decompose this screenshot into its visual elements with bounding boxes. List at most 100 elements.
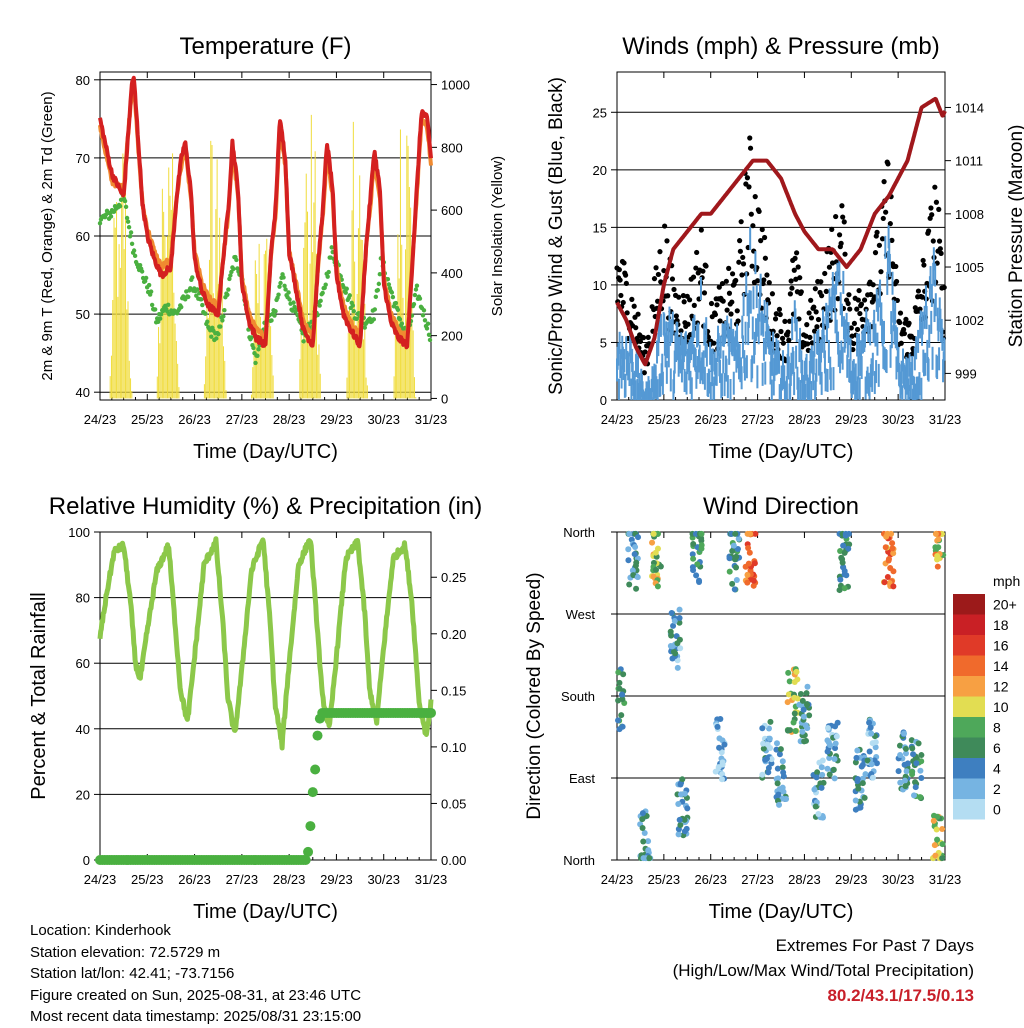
y-tick-label: 20 (593, 163, 607, 178)
dewpoint-point (397, 317, 403, 322)
direction-point (837, 548, 844, 555)
direction-point (818, 784, 825, 791)
direction-point (635, 534, 642, 541)
extremes-box: Extremes For Past 7 Days (High/Low/Max W… (673, 933, 974, 1008)
direction-point (934, 552, 941, 559)
x-axis-label: Time (Day/UTC) (193, 901, 338, 923)
chart-title: Relative Humidity (%) & Precipitation (i… (49, 493, 482, 520)
direction-point (819, 771, 826, 778)
dewpoint-point (411, 301, 417, 307)
winds-pressure-panel: 24/23 25/23 26/23 27/23 28/23 29/23 30/23 31/23… (546, 33, 1024, 463)
dewpoint-point (255, 353, 260, 358)
y-tick-label: 0 (83, 853, 90, 868)
dewpoint-point (225, 292, 230, 297)
gust-point (676, 294, 682, 300)
direction-point (909, 745, 916, 752)
direction-point (895, 768, 902, 775)
direction-point (854, 747, 861, 754)
precip-point (305, 821, 316, 832)
direction-point (804, 701, 811, 708)
direction-point (836, 587, 843, 594)
gust-point (769, 291, 776, 297)
direction-point (729, 580, 736, 587)
dewpoint-point (283, 287, 288, 292)
y-right-tick-label: 1000 (441, 78, 470, 93)
x-tick-label: 31/23 (415, 412, 448, 427)
dewpoint-point (220, 318, 225, 323)
dewpoint-point (221, 314, 226, 319)
direction-point (859, 775, 866, 782)
direction-point (619, 696, 626, 703)
gust-point (629, 296, 635, 302)
gust-point (926, 228, 932, 234)
x-tick-label: 28/23 (273, 872, 306, 887)
gust-point (664, 238, 670, 244)
gust-point (878, 269, 884, 275)
legend-swatch (953, 717, 985, 738)
y-tick-label: 20 (76, 787, 90, 802)
x-tick-label: 30/23 (882, 412, 915, 427)
direction-point (744, 571, 751, 578)
gust-point (792, 255, 798, 261)
direction-point (841, 549, 848, 556)
direction-point (912, 779, 919, 786)
direction-point (882, 544, 889, 551)
direction-point (639, 810, 646, 817)
dewpoint-point (195, 287, 200, 292)
direction-point (735, 535, 742, 542)
dewpoint-point (424, 326, 430, 331)
direction-point (932, 530, 939, 537)
dewpoint-point (143, 275, 149, 281)
gust-point (842, 251, 848, 257)
y-axis-label: Sonic/Prop Wind & Gust (Blue, Black) (546, 77, 567, 395)
precip-point (307, 787, 318, 798)
y-axis-label: 2m & 9m T (Red, Orange) & 2m Td (Green) (39, 91, 56, 380)
y-axis-label: Station Pressure (Maroon) (1006, 125, 1024, 348)
legend-swatch (953, 614, 985, 635)
direction-point (676, 614, 683, 621)
gust-point (903, 316, 909, 322)
dewpoint-point (343, 290, 348, 295)
direction-point (932, 852, 939, 859)
direction-point (752, 530, 759, 537)
direction-point (760, 745, 767, 752)
direction-point (902, 783, 909, 790)
gust-point (901, 330, 907, 337)
dewpoint-point (376, 281, 382, 287)
gust-point (823, 288, 829, 295)
gust-point (851, 320, 858, 327)
direction-point (677, 645, 684, 652)
gust-point (622, 272, 629, 278)
direction-point (918, 752, 925, 759)
gust-point (851, 340, 857, 347)
gust-point (929, 212, 935, 218)
dewpoint-point (214, 336, 219, 341)
x-tick-label: 31/23 (415, 872, 448, 887)
legend-label: 14 (993, 658, 1009, 674)
dewpoint-point (203, 311, 208, 316)
gust-point (921, 262, 927, 268)
extremes-title: Extremes For Past 7 Days (775, 936, 974, 955)
direction-point (734, 545, 741, 552)
gust-point (901, 326, 907, 333)
direction-point (760, 740, 767, 747)
y-right-tick-label: 800 (441, 140, 463, 155)
direction-point (785, 669, 792, 676)
dewpoint-point (277, 284, 282, 289)
direction-point (832, 740, 839, 747)
gust-point (855, 297, 861, 303)
direction-point (801, 738, 808, 745)
dewpoint-point (362, 325, 367, 330)
direction-point (765, 769, 772, 776)
gust-point (748, 211, 754, 217)
extremes-values: 80.2/43.1/17.5/0.13 (827, 986, 974, 1005)
gust-point (838, 240, 844, 246)
gust-point (881, 179, 887, 185)
x-tick-label: 25/23 (131, 412, 164, 427)
gust-point (836, 232, 843, 238)
dewpoint-point (139, 269, 145, 274)
dewpoint-point (148, 289, 154, 294)
pressure-line (615, 96, 947, 367)
gust-point (621, 260, 627, 266)
gust-point (928, 205, 934, 211)
